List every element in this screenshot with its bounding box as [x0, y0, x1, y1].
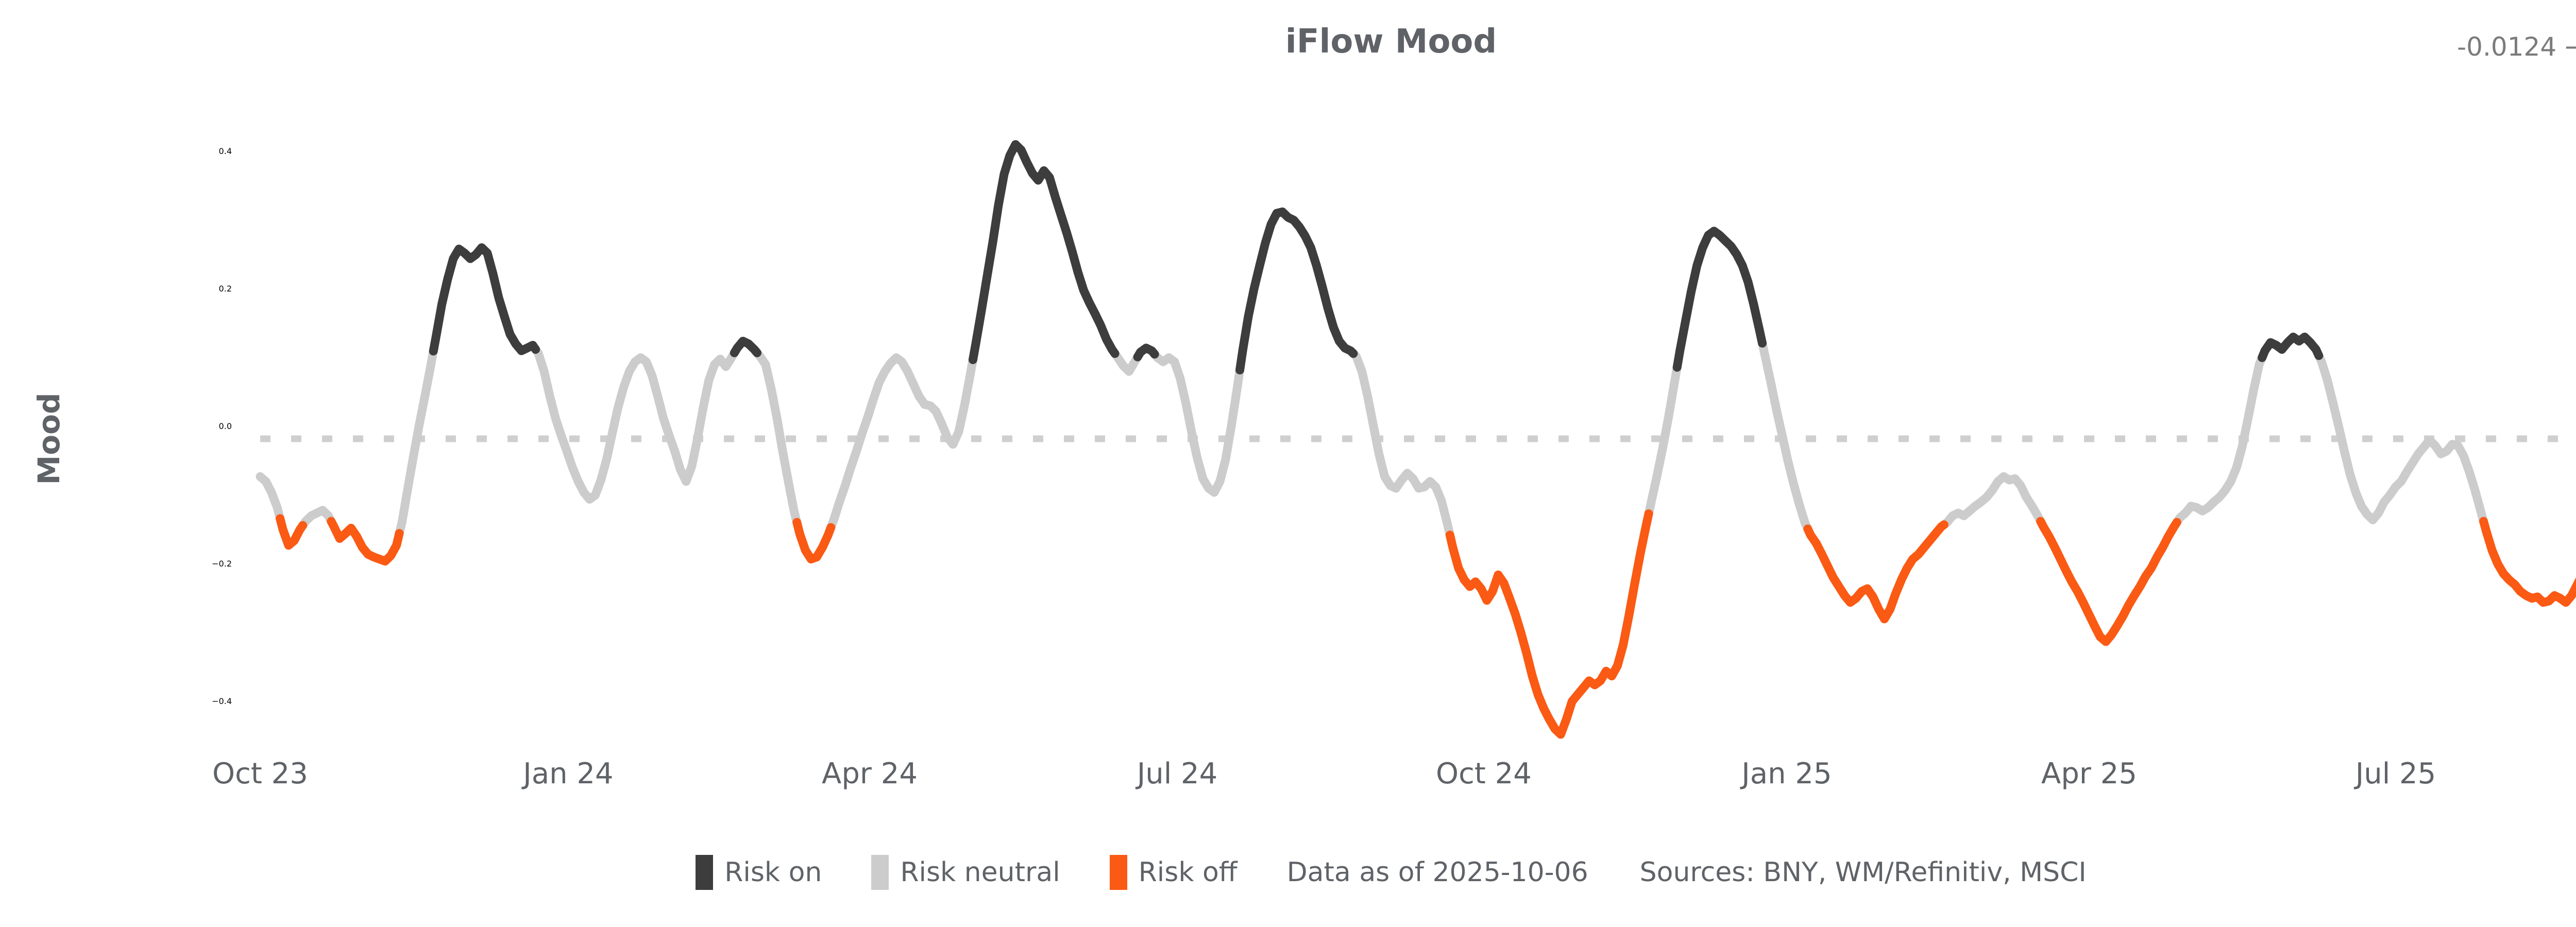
mood-segment-on [968, 140, 1120, 364]
x-tick-oct-23: Oct 23 [212, 757, 308, 791]
mood-segment-neutral [2172, 353, 2267, 527]
x-tick-oct-24: Oct 24 [1436, 757, 1532, 791]
mood-segment-neutral [826, 353, 977, 532]
mood-series [256, 140, 2576, 739]
mood-segment-neutral [256, 472, 285, 523]
mood-segment-neutral [1939, 472, 2045, 529]
mood-segment-off [327, 517, 404, 566]
mood-segment-off [1803, 520, 1948, 624]
legend-item-risk-on[interactable]: Risk on [696, 855, 822, 890]
mood-segment-off [2479, 517, 2576, 607]
x-tick-jul-25: Jul 25 [2355, 757, 2436, 791]
page-title: iFlow Mood [1285, 23, 1497, 61]
mood-segment-neutral [298, 506, 336, 530]
legend-label: Risk on [724, 857, 822, 888]
mood-segment-off [276, 514, 308, 550]
sources-text: Sources: BNY, WM/Refinitiv, MSCI [1639, 857, 2087, 888]
y-tick-label: −0.4 [212, 696, 232, 706]
legend-item-risk-neutral[interactable]: Risk neutral [871, 855, 1060, 890]
legend-label: Risk neutral [900, 857, 1060, 888]
legend-label: Risk off [1138, 857, 1238, 888]
status-badge: -0.0124 → risk neutral [2457, 32, 2576, 62]
y-tick-label: 0.0 [218, 421, 232, 431]
mood-segment-neutral [1644, 363, 1682, 518]
x-tick-jul-24: Jul 24 [1137, 757, 1218, 791]
risk-off-swatch-icon [1109, 855, 1127, 890]
legend-item-risk-off[interactable]: Risk off [1109, 855, 1238, 890]
x-tick-apr-25: Apr 25 [2041, 757, 2137, 791]
chart-legend: Risk on Risk neutral Risk off Data as of… [0, 855, 2576, 890]
mood-segment-on [1133, 344, 1159, 362]
x-tick-apr-24: Apr 24 [822, 757, 918, 791]
mood-segment-on [1672, 227, 1767, 372]
y-tick-0: 0.4 [62, 146, 232, 156]
y-tick-label: 0.4 [218, 146, 232, 156]
y-tick-label: −0.2 [212, 559, 232, 569]
x-tick-jan-24: Jan 24 [523, 757, 614, 791]
mood-segment-off [792, 518, 836, 564]
mood-segment-neutral [1349, 349, 1454, 540]
risk-neutral-swatch-icon [871, 855, 889, 890]
data-as-of-text: Data as of 2025-10-06 [1286, 857, 1588, 888]
y-tick-4: −0.4 [62, 696, 232, 706]
y-tick-label: 0.2 [218, 284, 232, 294]
mood-segment-neutral [1150, 350, 1244, 497]
mood-segment-neutral [1758, 338, 1812, 534]
mood-segment-neutral [395, 347, 438, 538]
mood-segment-neutral [531, 345, 739, 504]
y-tick-3: −0.2 [62, 559, 232, 569]
y-tick-2: 0.0 [62, 421, 232, 431]
mood-segment-on [730, 336, 761, 357]
mood-segment-off [1445, 509, 1653, 739]
mood-segment-on [2258, 332, 2324, 362]
mood-segment-neutral [753, 348, 802, 527]
mood-segment-neutral [2314, 351, 2488, 526]
mood-segment-on [429, 243, 540, 356]
mood-segment-off [2036, 517, 2181, 646]
risk-on-swatch-icon [696, 855, 714, 890]
y-tick-1: 0.2 [62, 284, 232, 294]
mood-segment-on [1235, 207, 1358, 374]
x-tick-jan-25: Jan 25 [1741, 757, 1832, 791]
